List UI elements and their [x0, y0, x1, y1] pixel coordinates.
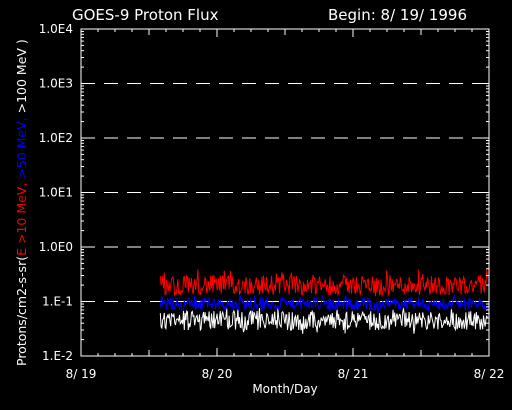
x-tick-label: 8/ 21 — [338, 367, 369, 381]
x-tick-label: 8/ 20 — [202, 367, 233, 381]
y-tick-label: 1.E-1 — [42, 295, 73, 309]
y-tick-label: 1.0E0 — [39, 240, 73, 254]
y-axis-label-e10: E >10 MeV, — [14, 179, 29, 256]
y-axis-label-units: Protons/cm2-s-sr( — [14, 256, 29, 366]
y-tick-label: 1.0E3 — [39, 77, 73, 91]
y-axis-label: Protons/cm2-s-sr(E >10 MeV, >50 MeV, >10… — [14, 39, 29, 366]
chart-title: GOES-9 Proton Flux — [72, 6, 219, 24]
series-layer — [159, 268, 488, 334]
y-tick-label: 1.E-2 — [42, 349, 73, 363]
x-axis-label: Month/Day — [252, 382, 317, 396]
y-axis-label-e50: >50 MeV, — [14, 113, 29, 178]
x-tick-label: 8/ 19 — [66, 367, 97, 381]
y-tick-label: 1.0E2 — [39, 131, 73, 145]
series-line-e50 — [159, 293, 488, 314]
y-tick-label: 1.0E4 — [39, 22, 73, 36]
y-axis-label-e100: >100 MeV ) — [14, 39, 29, 113]
series-line-e100 — [159, 307, 488, 334]
x-axis: 8/ 19 8/ 20 8/ 21 8/ 22 — [66, 29, 505, 381]
chart-begin-date: Begin: 8/ 19/ 1996 — [328, 6, 467, 24]
series-line-e10 — [159, 268, 488, 298]
y-tick-label: 1.0E1 — [39, 186, 73, 200]
y-axis: 1.E-2 1.E-1 1.0E0 1.0E1 1.0E2 1.0E3 1.0E4 — [39, 22, 489, 363]
x-tick-label: 8/ 22 — [474, 367, 505, 381]
